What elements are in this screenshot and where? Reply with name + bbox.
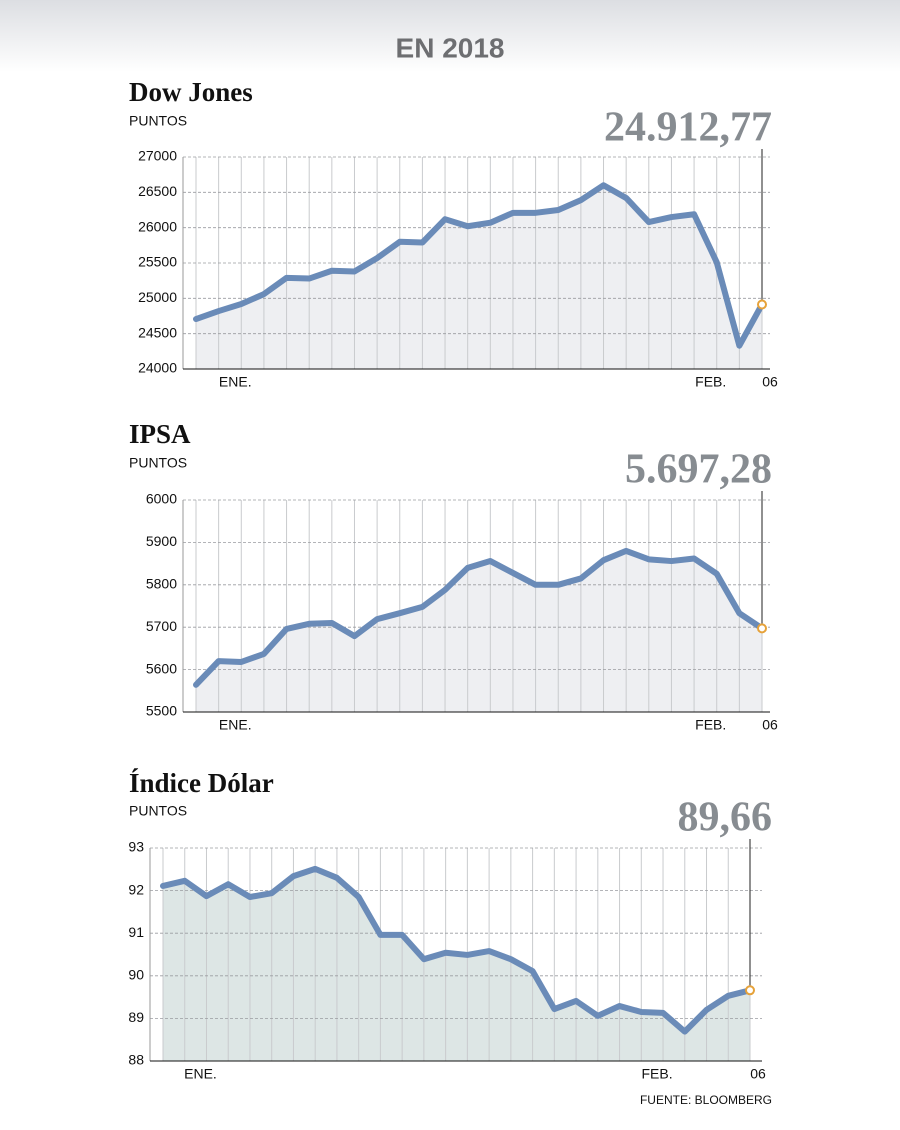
y-tick-label: 93 bbox=[128, 839, 144, 855]
source: FUENTE: BLOOMBERG bbox=[640, 1093, 772, 1107]
axis-unit: PUNTOS bbox=[129, 113, 187, 129]
y-tick-label: 26000 bbox=[138, 218, 177, 234]
area bbox=[163, 868, 750, 1061]
y-tick-label: 88 bbox=[128, 1052, 144, 1068]
y-tick-label: 5800 bbox=[146, 576, 177, 592]
y-tick-label: 27000 bbox=[138, 148, 177, 164]
line bbox=[193, 547, 765, 688]
x-tick-label: 06 bbox=[762, 374, 778, 390]
area bbox=[196, 550, 762, 712]
page-title: EN 2018 bbox=[396, 32, 505, 63]
x-tick-label: 06 bbox=[762, 717, 778, 733]
line bbox=[193, 182, 765, 349]
value-label: 89,66 bbox=[678, 795, 773, 841]
y-tick-label: 91 bbox=[128, 924, 144, 940]
y-tick-label: 90 bbox=[128, 967, 144, 983]
last-point bbox=[757, 299, 767, 310]
y-tick-label: 5600 bbox=[146, 660, 177, 676]
y-tick-label: 5900 bbox=[146, 533, 177, 549]
y-tick-label: 5500 bbox=[146, 703, 177, 719]
y-tick-label: 6000 bbox=[146, 491, 177, 507]
axis-unit: PUNTOS bbox=[129, 803, 187, 819]
x-tick-label: ENE. bbox=[219, 717, 252, 733]
y-tick-label: 24500 bbox=[138, 324, 177, 340]
chart-title: Índice Dólar bbox=[129, 768, 274, 798]
value-label: 5.697,28 bbox=[625, 447, 772, 493]
x-tick-label: FEB. bbox=[641, 1066, 672, 1082]
chart-title: Dow Jones bbox=[129, 77, 253, 107]
last-point bbox=[745, 985, 755, 996]
x-tick-label: FEB. bbox=[695, 717, 726, 733]
x-tick-label: ENE. bbox=[184, 1066, 217, 1082]
x-tick-label: ENE. bbox=[219, 374, 252, 390]
area bbox=[196, 185, 762, 369]
x-tick-label: 06 bbox=[750, 1066, 766, 1082]
y-tick-label: 26500 bbox=[138, 183, 177, 199]
header-band bbox=[0, 0, 900, 72]
y-tick-label: 24000 bbox=[138, 360, 177, 376]
last-point bbox=[757, 623, 767, 634]
y-tick-label: 89 bbox=[128, 1009, 144, 1025]
chart-title: IPSA bbox=[129, 419, 191, 449]
value-label: 24.912,77 bbox=[604, 105, 772, 151]
y-tick-label: 5700 bbox=[146, 618, 177, 634]
y-tick-label: 25000 bbox=[138, 289, 177, 305]
line bbox=[160, 865, 753, 1035]
y-tick-label: 25500 bbox=[138, 254, 177, 270]
x-tick-label: FEB. bbox=[695, 374, 726, 390]
y-tick-label: 92 bbox=[128, 881, 144, 897]
axis-unit: PUNTOS bbox=[129, 455, 187, 471]
